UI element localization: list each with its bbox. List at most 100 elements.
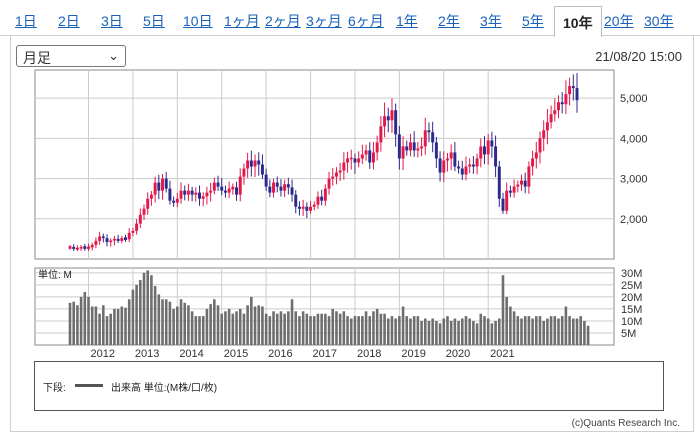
candle-body xyxy=(401,146,405,159)
candle-body xyxy=(83,246,87,249)
volume-bar xyxy=(375,308,379,345)
candle-body xyxy=(383,116,387,127)
tab-period[interactable]: 1年 xyxy=(396,13,418,29)
volume-bar xyxy=(231,313,235,345)
volume-bar xyxy=(364,311,368,345)
candle-body xyxy=(523,180,527,187)
tab-period[interactable]: 6ヶ月 xyxy=(348,13,384,29)
tab-period[interactable]: 20年 xyxy=(604,13,634,29)
candle-body xyxy=(205,192,209,197)
candle-body xyxy=(420,146,424,149)
volume-bar xyxy=(287,311,290,345)
tab-period[interactable]: 3日 xyxy=(101,13,123,29)
volume-bar xyxy=(220,313,224,345)
volume-bar xyxy=(309,316,312,345)
candle-body xyxy=(231,186,235,190)
candle-body xyxy=(316,196,320,205)
candle-body xyxy=(397,134,401,159)
volume-bar xyxy=(564,306,568,345)
volume-bar xyxy=(531,318,534,345)
candle-body xyxy=(457,166,461,169)
volume-bar xyxy=(161,299,164,345)
volume-bar xyxy=(549,316,553,345)
candle-body xyxy=(238,176,242,195)
volume-bar xyxy=(250,296,253,345)
volume-tick-label: 15M xyxy=(621,304,642,316)
x-tick-label: 2012 xyxy=(91,348,115,360)
candle-body xyxy=(283,184,287,191)
volume-bar xyxy=(575,318,579,345)
volume-bar xyxy=(401,306,405,345)
candle-body xyxy=(368,150,372,163)
candle-body xyxy=(179,190,183,199)
tab-period[interactable]: 2日 xyxy=(58,13,80,29)
candle-body xyxy=(98,236,102,241)
candle-body xyxy=(157,182,161,191)
volume-bar xyxy=(168,301,172,345)
tab-period[interactable]: 1ヶ月 xyxy=(224,13,260,29)
candle-body xyxy=(120,238,124,241)
candle-body xyxy=(334,172,338,177)
candle-body xyxy=(408,142,412,151)
candle-body xyxy=(212,182,216,191)
tab-period[interactable]: 2ヶ月 xyxy=(265,13,301,29)
candle-body xyxy=(146,198,150,209)
candle-body xyxy=(471,164,475,167)
x-tick-label: 2015 xyxy=(224,348,248,360)
candle-body xyxy=(138,214,142,224)
tab-period[interactable]: 5日 xyxy=(143,13,165,29)
candle-body xyxy=(505,190,509,211)
x-tick-label: 2020 xyxy=(446,348,470,360)
tab-period[interactable]: 1日 xyxy=(15,13,37,29)
candle-body xyxy=(327,178,331,189)
candle-body xyxy=(186,190,190,195)
tab-period[interactable]: 3ヶ月 xyxy=(306,13,342,29)
candle-body xyxy=(497,166,501,199)
tab-period[interactable]: 10日 xyxy=(183,13,213,29)
candle-body xyxy=(575,88,579,101)
tab-period[interactable]: 5年 xyxy=(522,13,544,29)
volume-bar xyxy=(527,316,531,345)
candle-body xyxy=(512,186,516,193)
candle-body xyxy=(338,170,342,173)
volume-bar xyxy=(512,311,516,345)
candle-body xyxy=(264,174,268,187)
candle-body xyxy=(323,188,327,201)
volume-bar xyxy=(316,313,320,345)
volume-bar xyxy=(268,316,272,345)
tab-period[interactable]: 2年 xyxy=(438,13,460,29)
volume-bar xyxy=(553,316,557,345)
candle-body xyxy=(109,240,113,243)
volume-bar xyxy=(90,306,94,345)
candle-body xyxy=(468,164,472,167)
period-select[interactable]: 月足 ⌄ xyxy=(16,45,126,67)
candle-body xyxy=(260,164,264,175)
volume-bar xyxy=(190,311,194,345)
candle-body xyxy=(494,146,498,167)
candle-body xyxy=(142,208,146,215)
volume-bar xyxy=(301,311,305,345)
candle-body xyxy=(464,166,468,175)
volume-bar xyxy=(246,305,249,345)
candle-body xyxy=(190,190,194,195)
x-tick-label: 2018 xyxy=(357,348,381,360)
volume-tick-label: 20M xyxy=(621,292,642,304)
volume-bar xyxy=(209,304,212,345)
candle-body xyxy=(175,198,179,203)
tab-period[interactable]: 30年 xyxy=(644,13,674,29)
candle-body xyxy=(94,240,98,245)
volume-bar xyxy=(583,320,586,345)
candle-body xyxy=(194,192,198,195)
tab-period[interactable]: 3年 xyxy=(480,13,502,29)
volume-bar xyxy=(453,318,457,345)
candle-body xyxy=(553,110,557,115)
candle-body xyxy=(127,232,131,240)
candle-body xyxy=(516,184,520,187)
volume-bar xyxy=(172,308,175,345)
candle-body xyxy=(183,190,187,195)
x-tick-label: 2016 xyxy=(268,348,292,360)
candle-body xyxy=(353,158,357,163)
candle-body xyxy=(272,182,276,193)
tab-period[interactable]: 10年 xyxy=(554,6,602,37)
candle-body xyxy=(534,152,538,159)
